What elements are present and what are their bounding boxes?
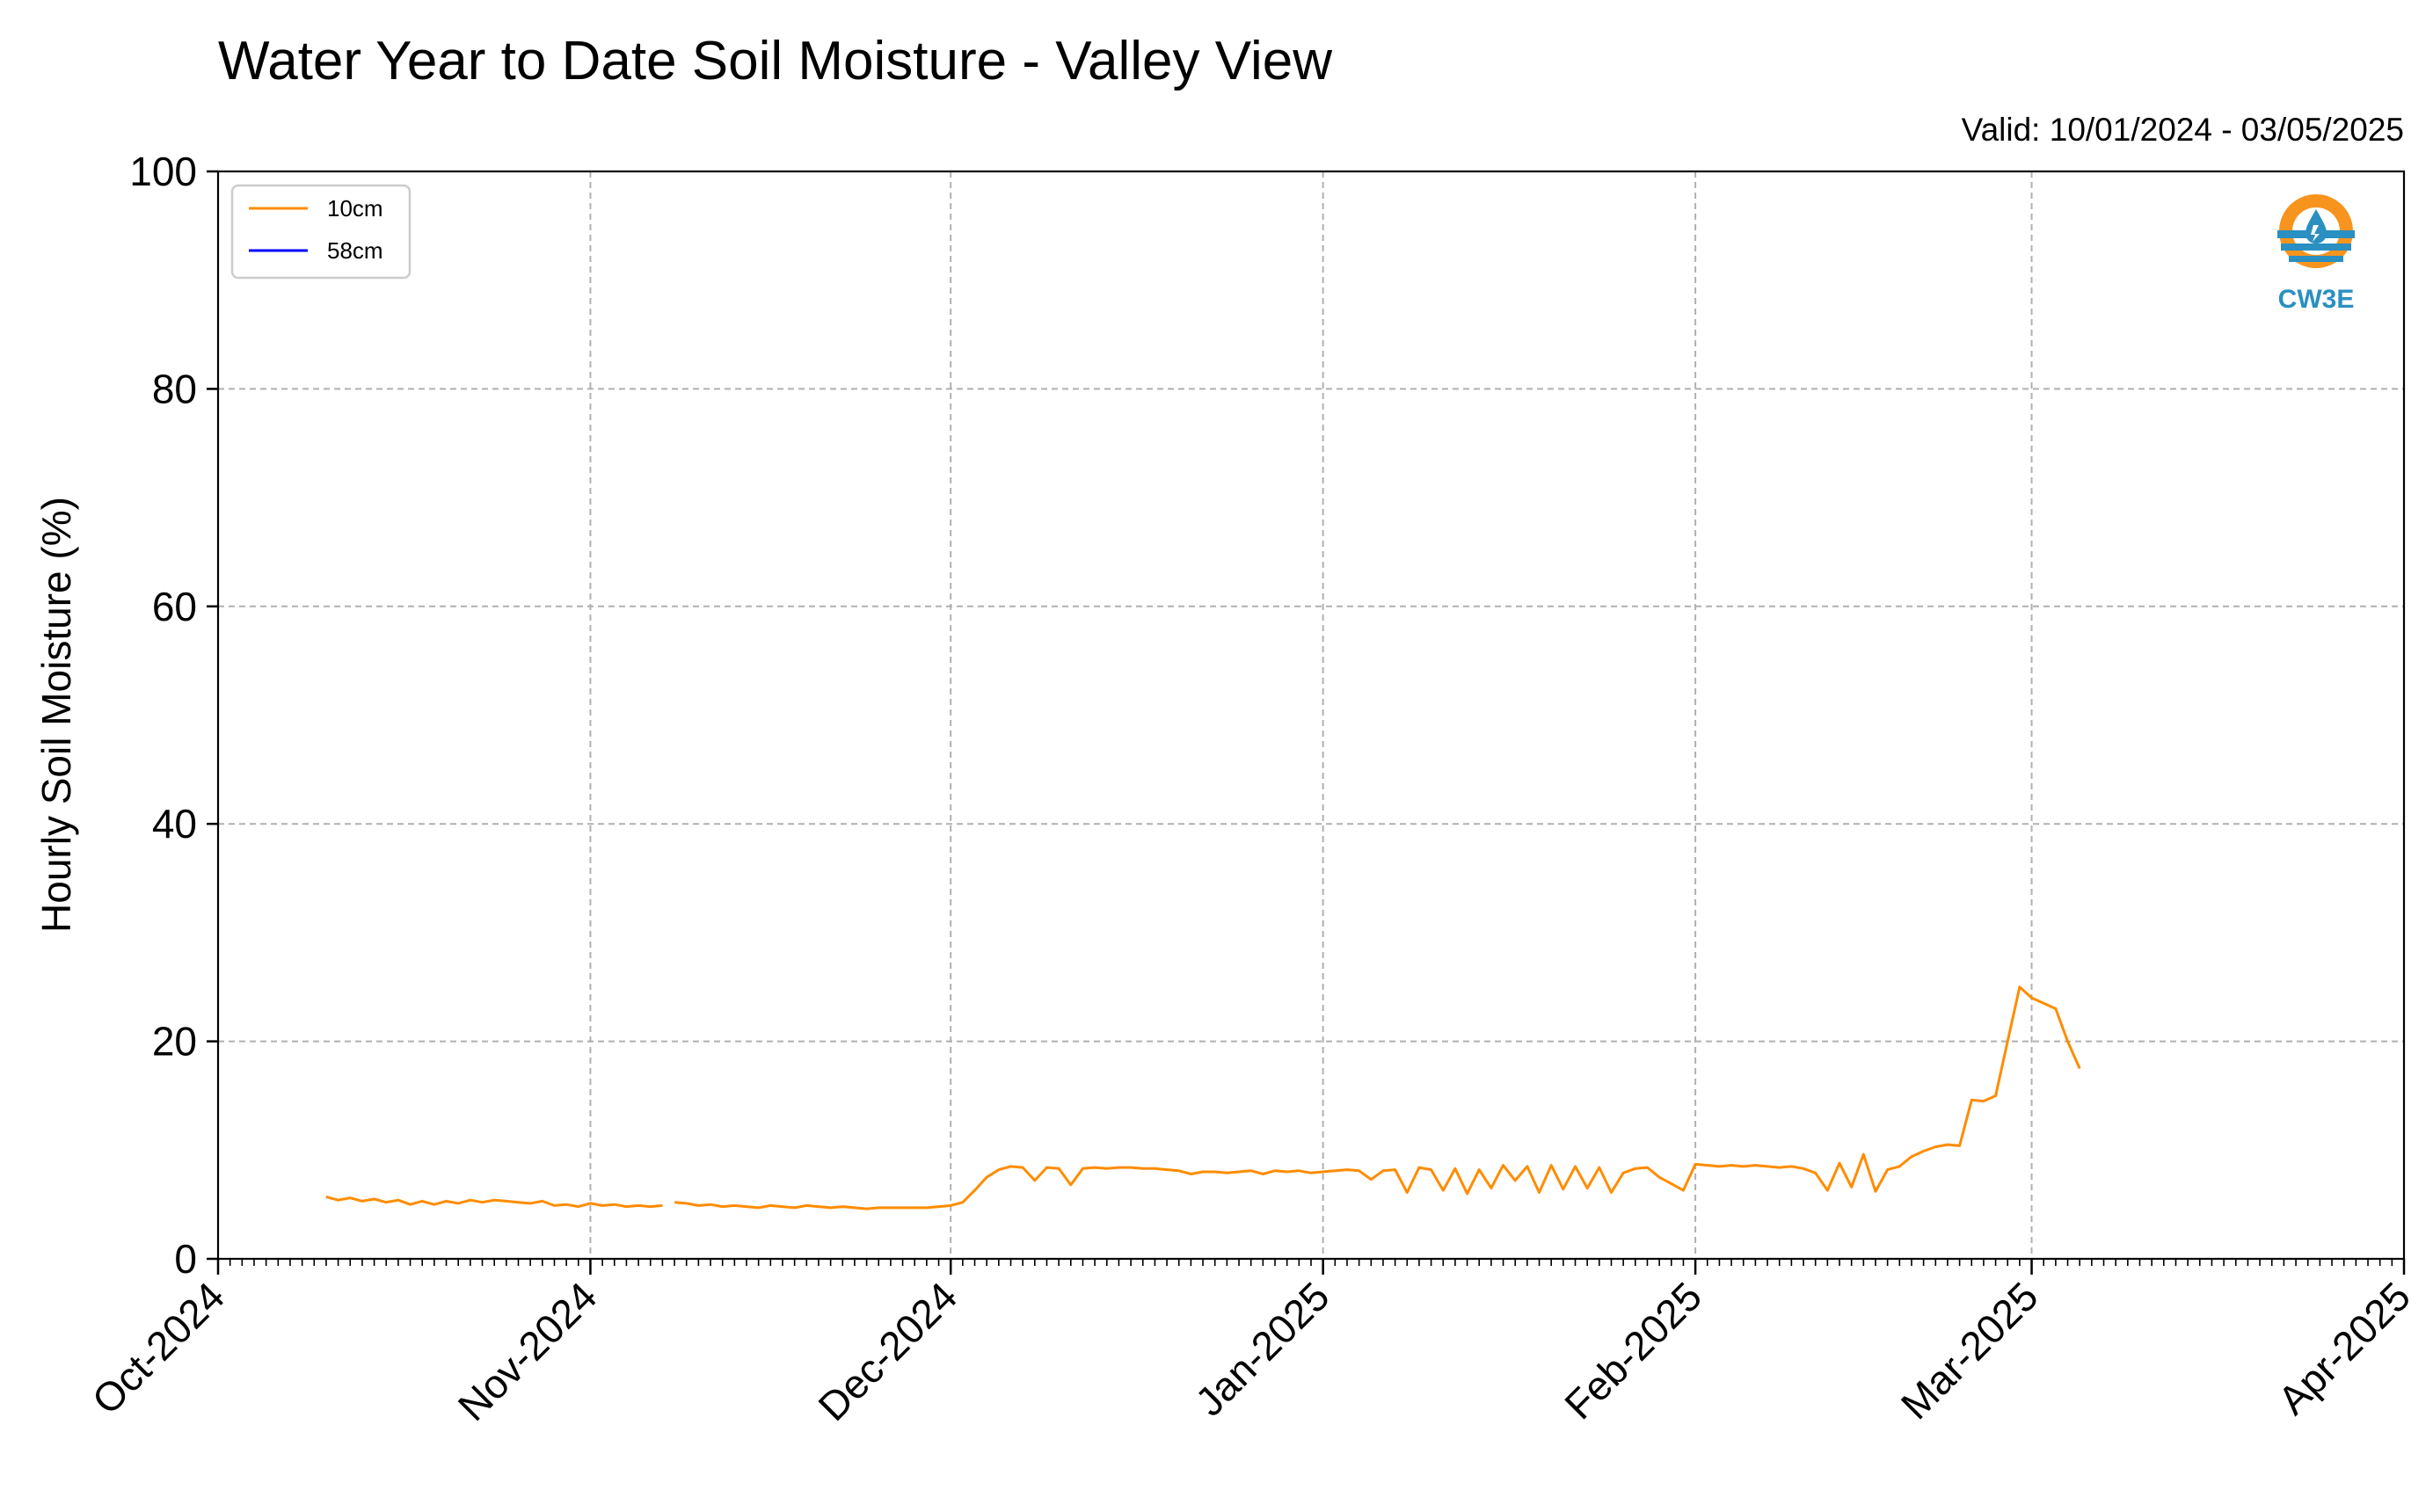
logo-text: CW3E — [2278, 285, 2355, 314]
chart-title: Water Year to Date Soil Moisture - Valle… — [218, 31, 1332, 91]
y-axis-label: Hourly Soil Moisture (%) — [33, 497, 79, 933]
y-tick-label: 60 — [152, 584, 197, 629]
y-tick-label: 40 — [152, 801, 197, 847]
logo-wave-band — [2289, 256, 2343, 262]
valid-date-range: Valid: 10/01/2024 - 03/05/2025 — [1962, 112, 2404, 148]
legend-box — [230, 184, 412, 280]
y-tick-label: 80 — [152, 366, 197, 411]
series-lines — [325, 985, 2081, 1210]
legend-label-58cm: 58cm — [327, 237, 383, 264]
legend-label-10cm: 10cm — [327, 195, 383, 222]
series-line-10cm-segment-2 — [674, 985, 2081, 1210]
grid-lines — [218, 171, 2404, 1259]
cw3e-logo-icon — [2277, 194, 2355, 268]
y-tick-label: 20 — [152, 1019, 197, 1065]
cw3e-logo: CW3E — [2277, 194, 2355, 314]
plot-frame — [216, 170, 2406, 1261]
series-line-10cm-segment-1 — [325, 1196, 663, 1209]
logo-wave-band — [2281, 244, 2351, 251]
y-tick-label: 100 — [129, 149, 197, 194]
lightning-icon — [2311, 225, 2320, 242]
y-tick-label: 0 — [174, 1236, 197, 1282]
legend: 10cm 58cm — [230, 184, 412, 280]
